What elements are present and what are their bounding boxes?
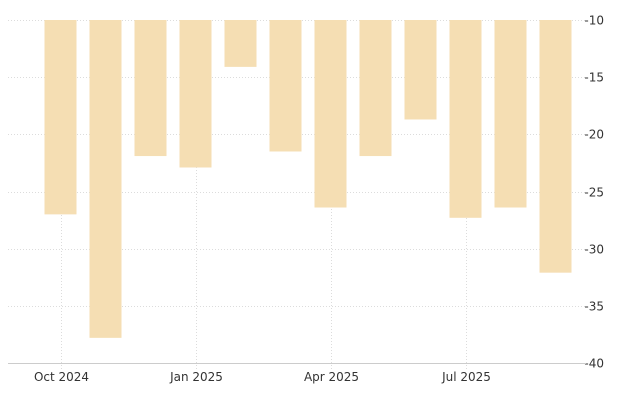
bar [449,20,482,218]
bar [224,20,257,67]
bars-layer [44,20,572,338]
x-tick-label: Jan 2025 [169,370,223,384]
x-tick-label: Oct 2024 [34,370,89,384]
bar [404,20,437,120]
bar [44,20,77,215]
bar [539,20,572,273]
x-tick-label: Apr 2025 [304,370,359,384]
y-tick-label: -35 [584,300,604,314]
x-axis: Oct 2024 Jan 2025 Apr 2025 Jul 2025 [8,363,586,384]
bar [359,20,392,157]
bar [134,20,167,157]
y-tick-label: -15 [584,71,604,85]
y-tick-label: -30 [584,243,604,257]
bar [314,20,347,208]
bar [269,20,302,152]
y-axis: -10 -15 -20 -25 -30 -35 -40 [584,14,604,371]
y-tick-label: -10 [584,14,604,28]
y-tick-label: -20 [584,128,604,142]
y-tick-label: -40 [584,357,604,371]
bar [494,20,527,208]
bar [89,20,122,338]
y-tick-label: -25 [584,186,604,200]
bar [179,20,212,168]
x-tick-label: Jul 2025 [441,370,491,384]
